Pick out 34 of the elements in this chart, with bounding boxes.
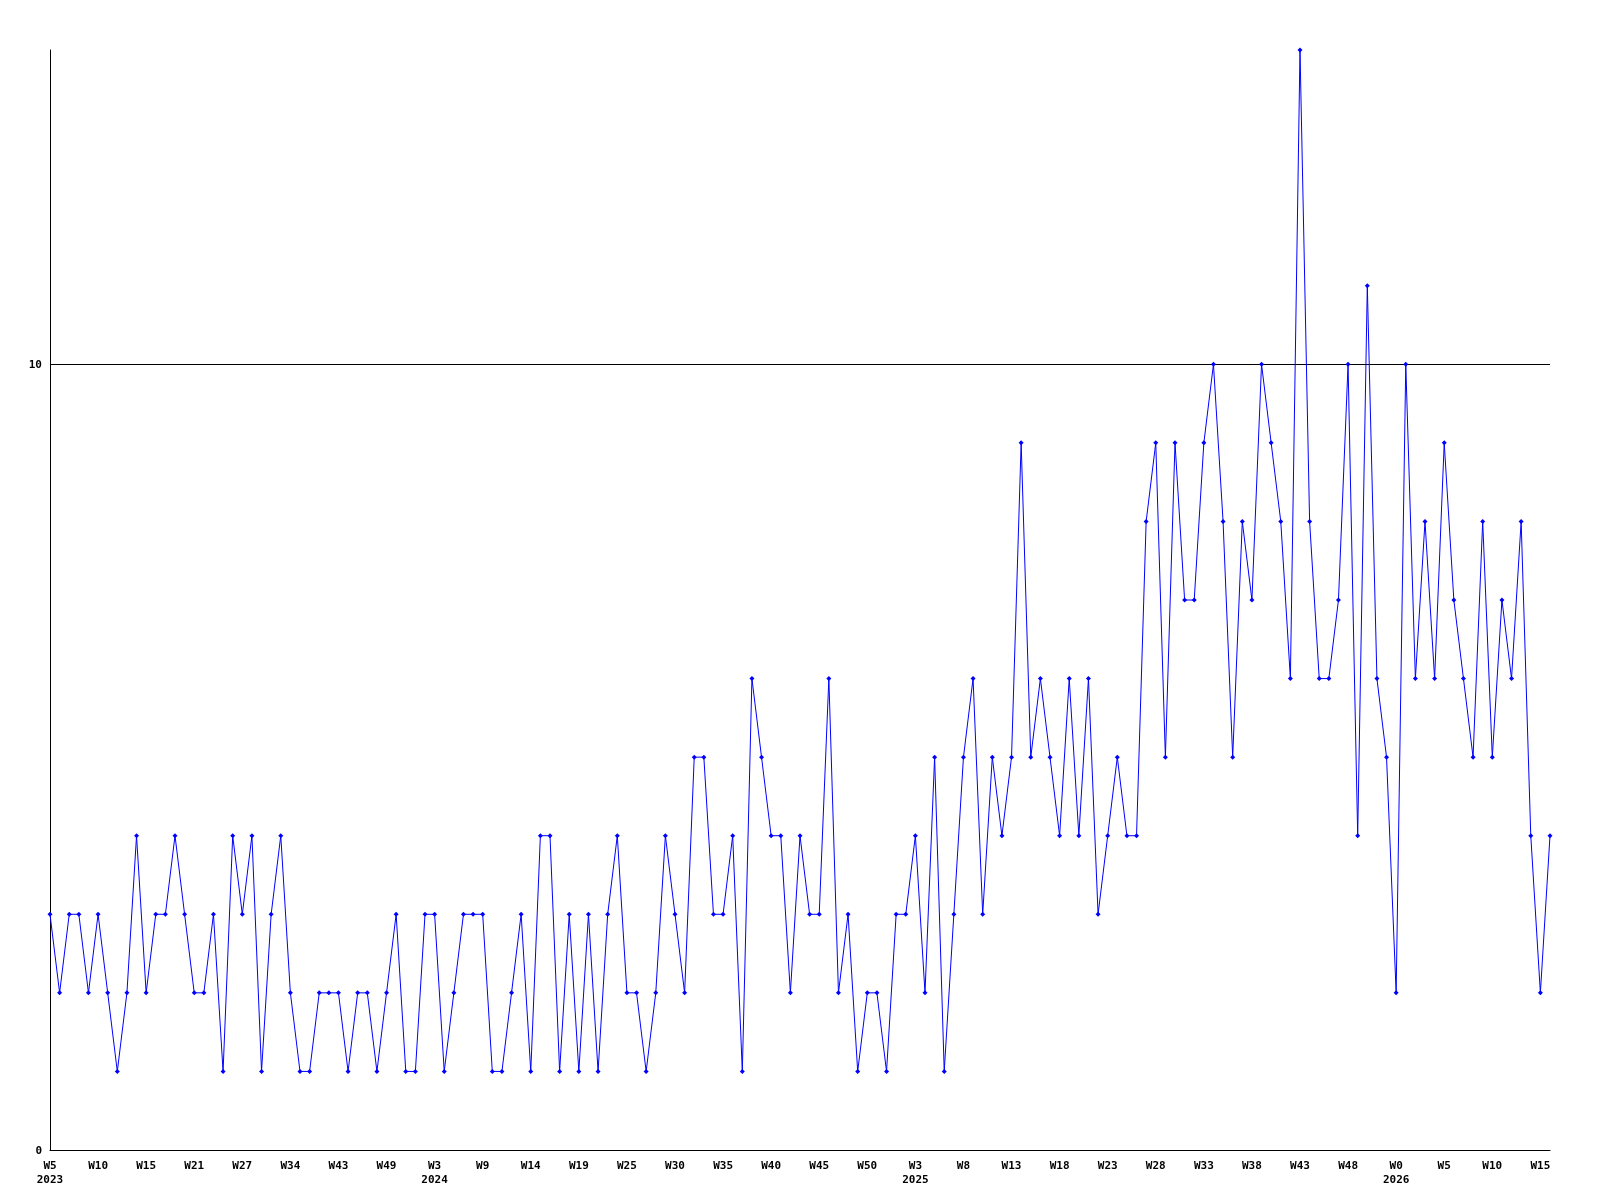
x-tick-label: W10 <box>88 1158 109 1172</box>
x-tick-label: W35 <box>713 1158 734 1172</box>
x-tick-label: W9 <box>476 1158 490 1172</box>
x-tick-label: W25 <box>616 1158 637 1172</box>
x-tick-label: W13 <box>1001 1158 1022 1172</box>
x-tick-label: W43 <box>1290 1158 1310 1172</box>
x-tick-label: W5 2023 <box>36 1158 64 1186</box>
x-tick-label: W45 <box>809 1158 830 1172</box>
x-tick-label: W3 2025 <box>902 1158 929 1186</box>
x-tick-label: W14 <box>520 1158 542 1172</box>
x-tick-label: W49 <box>376 1158 397 1172</box>
y-tick-label: 0 <box>35 1143 42 1157</box>
x-tick-label: W40 <box>761 1158 782 1172</box>
x-tick-label: W38 <box>1241 1158 1262 1172</box>
x-tick-label: W18 <box>1049 1158 1070 1172</box>
x-tick-label: W10 <box>1482 1158 1503 1172</box>
x-tick-label: W33 <box>1193 1158 1214 1172</box>
x-tick-label: W19 <box>568 1158 589 1172</box>
x-tick-label: W3 2024 <box>421 1158 449 1186</box>
x-tick-label: W8 <box>956 1158 971 1172</box>
x-tick-label: W15 <box>136 1158 157 1172</box>
y-tick-label: 10 <box>28 357 42 371</box>
x-tick-label: W15 <box>1530 1158 1551 1172</box>
x-tick-label: W28 <box>1145 1158 1166 1172</box>
x-tick-label: W5 <box>1437 1158 1451 1172</box>
x-tick-label: W43 <box>328 1158 349 1172</box>
x-tick-label: W50 <box>857 1158 878 1172</box>
x-tick-label: W21 <box>184 1158 205 1172</box>
x-tick-label: W0 2026 <box>1382 1158 1410 1186</box>
x-tick-label: W48 <box>1338 1158 1359 1172</box>
x-tick-label: W27 <box>232 1158 253 1172</box>
x-tick-label: W23 <box>1097 1158 1118 1172</box>
x-tick-label: W30 <box>665 1158 685 1172</box>
x-tick-label: W34 <box>280 1158 301 1172</box>
